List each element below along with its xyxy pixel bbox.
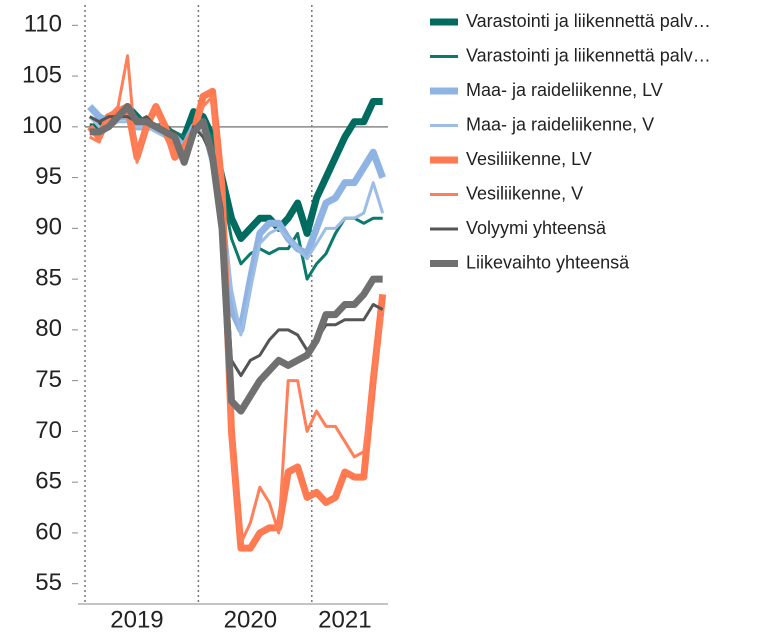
series-line xyxy=(89,110,383,281)
legend-label: Maa- ja raideliikenne, V xyxy=(466,114,654,134)
series-line xyxy=(89,103,383,415)
legend-label: Volyymi yhteensä xyxy=(466,218,607,238)
x-tick-label: 2020 xyxy=(224,606,277,633)
legend-label: Liikevaihto yhteensä xyxy=(466,252,630,272)
y-tick-label: 100 xyxy=(22,112,62,139)
y-tick-label: 80 xyxy=(35,315,62,342)
x-tick-label: 2019 xyxy=(110,606,163,633)
series-line xyxy=(89,54,385,545)
x-tick-label: 2021 xyxy=(318,606,371,633)
series-line xyxy=(88,115,385,337)
y-tick-label: 55 xyxy=(35,569,62,596)
y-tick-label: 75 xyxy=(35,366,62,393)
y-tick-label: 95 xyxy=(35,163,62,190)
y-tick-label: 105 xyxy=(22,61,62,88)
y-tick-label: 70 xyxy=(35,417,62,444)
y-tick-label: 90 xyxy=(35,214,62,241)
y-tick-label: 110 xyxy=(24,11,62,38)
legend-label: Vesiliikenne, LV xyxy=(466,149,592,169)
legend-label: Vesiliikenne, V xyxy=(466,183,583,203)
y-tick-label: 65 xyxy=(35,468,62,495)
y-tick-label: 60 xyxy=(35,518,62,545)
legend-label: Maa- ja raideliikenne, LV xyxy=(466,80,663,100)
legend-label: Varastointi ja liikennettä palv… xyxy=(466,11,711,31)
legend-label: Varastointi ja liikennettä palv… xyxy=(466,45,711,65)
y-tick-label: 85 xyxy=(35,264,62,291)
